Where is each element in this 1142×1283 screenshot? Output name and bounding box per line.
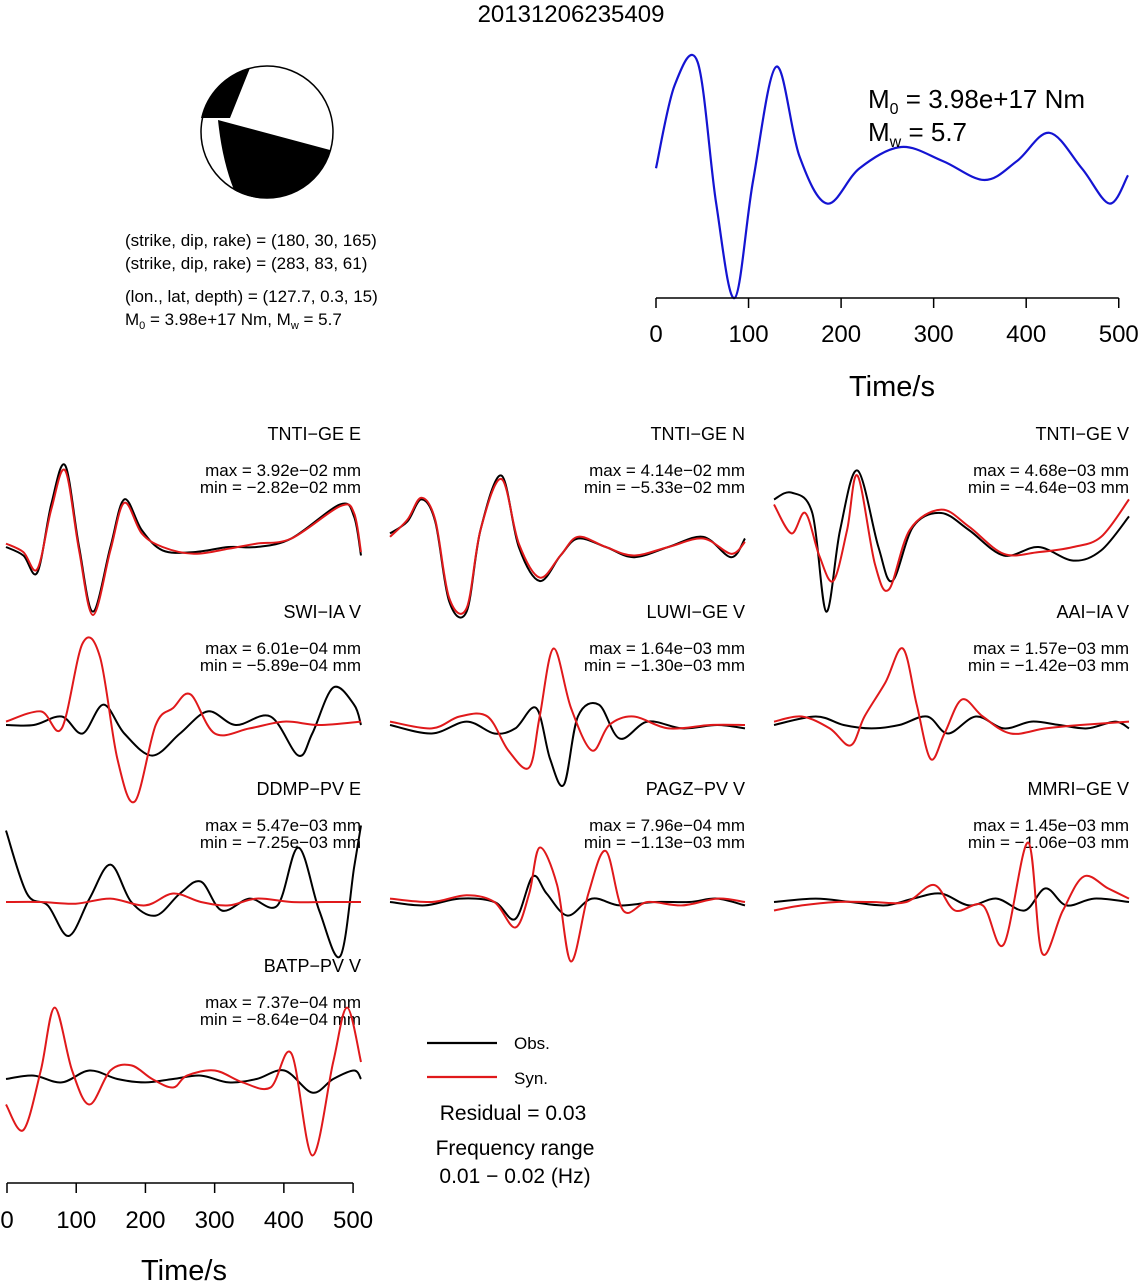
max-amplitude-label: max = 1.45e−03 mm	[973, 816, 1129, 835]
bottom-x-tick-label: 100	[56, 1207, 96, 1234]
stf-moment-label: M0 = 3.98e+17 Nm	[868, 84, 1085, 118]
synthetic-trace	[773, 474, 1130, 592]
event-location: (lon., lat, depth) = (127.7, 0.3, 15)	[125, 287, 378, 306]
synthetic-trace	[389, 478, 746, 615]
frequency-range-label: Frequency range	[436, 1137, 595, 1160]
min-amplitude-label: min = −7.25e−03 mm	[200, 833, 361, 852]
max-amplitude-label: max = 4.68e−03 mm	[973, 461, 1129, 480]
station-label: PAGZ−PV V	[646, 779, 745, 799]
min-amplitude-label: min = −1.06e−03 mm	[968, 833, 1129, 852]
min-amplitude-label: min = −8.64e−04 mm	[200, 1010, 361, 1029]
synthetic-trace	[773, 647, 1130, 761]
beachball-compression-region	[218, 120, 330, 199]
min-amplitude-label: min = −1.13e−03 mm	[584, 833, 745, 852]
station-label: TNTI−GE E	[267, 424, 361, 444]
stf-x-tick-label: 200	[821, 321, 861, 348]
figure-title: 20131206235409	[478, 1, 665, 28]
synthetic-trace	[5, 892, 361, 907]
station-label: MMRI−GE V	[1027, 779, 1129, 799]
observed-trace	[5, 825, 362, 959]
solution-text: (strike, dip, rake) = (180, 30, 165) (st…	[125, 231, 378, 332]
station-label: BATP−PV V	[264, 956, 361, 976]
max-amplitude-label: max = 1.57e−03 mm	[973, 639, 1129, 658]
synthetic-trace	[5, 468, 362, 617]
synthetic-trace	[389, 647, 746, 770]
max-amplitude-label: max = 5.47e−03 mm	[205, 816, 361, 835]
legend: Obs. Syn. Residual = 0.03 Frequency rang…	[427, 1034, 594, 1188]
max-amplitude-label: max = 3.92e−02 mm	[205, 461, 361, 480]
synthetic-trace	[5, 1006, 362, 1157]
observed-trace	[389, 874, 746, 921]
observed-trace	[5, 685, 362, 757]
synthetic-trace	[389, 846, 746, 963]
legend-obs-label: Obs.	[514, 1034, 550, 1053]
min-amplitude-label: min = −5.89e−04 mm	[200, 656, 361, 675]
stf-x-tick-label: 500	[1099, 321, 1139, 348]
residual-label: Residual = 0.03	[440, 1102, 587, 1125]
bottom-x-tick-label: 0	[0, 1207, 13, 1234]
legend-syn-label: Syn.	[514, 1069, 548, 1088]
synthetic-trace	[773, 841, 1130, 956]
observed-trace	[773, 715, 1130, 735]
stf-x-tick-label: 300	[914, 321, 954, 348]
stf-line	[654, 53, 1129, 300]
max-amplitude-label: max = 6.01e−04 mm	[205, 639, 361, 658]
stf-magnitude-label: Mw = 5.7	[868, 117, 967, 151]
min-amplitude-label: min = −1.42e−03 mm	[968, 656, 1129, 675]
moment-magnitude-summary: M0 = 3.98e+17 Nm, Mw = 5.7	[125, 310, 342, 332]
nodal-plane-2: (strike, dip, rake) = (283, 83, 61)	[125, 254, 367, 273]
focal-mechanism-beachball	[200, 65, 334, 199]
frequency-range-value: 0.01 − 0.02 (Hz)	[439, 1165, 590, 1188]
max-amplitude-label: max = 4.14e−02 mm	[589, 461, 745, 480]
station-label: TNTI−GE V	[1035, 424, 1129, 444]
bottom-x-axis-label: Time/s	[141, 1255, 227, 1283]
stf-x-tick-label: 100	[729, 321, 769, 348]
bottom-x-tick-label: 200	[125, 1207, 165, 1234]
max-amplitude-label: max = 7.37e−04 mm	[205, 993, 361, 1012]
observed-trace	[389, 702, 746, 787]
bottom-x-tick-label: 400	[264, 1207, 304, 1234]
max-amplitude-label: max = 1.64e−03 mm	[589, 639, 745, 658]
source-time-function-panel: M0 = 3.98e+17 Nm Mw = 5.7 0 100 200 300 400 5…	[649, 53, 1139, 403]
min-amplitude-label: min = −4.64e−03 mm	[968, 478, 1129, 497]
stf-x-axis: 0 100 200 300 400 500	[649, 297, 1139, 348]
synthetic-trace	[5, 636, 362, 804]
station-label: LUWI−GE V	[646, 602, 745, 622]
station-label: TNTI−GE N	[650, 424, 745, 444]
bottom-x-tick-label: 300	[195, 1207, 235, 1234]
stf-x-tick-label: 0	[649, 321, 662, 348]
min-amplitude-label: min = −5.33e−02 mm	[584, 478, 745, 497]
bottom-x-axis: 0 100 200 300 400 500	[0, 1182, 373, 1234]
stf-x-tick-label: 400	[1006, 321, 1046, 348]
station-label: DDMP−PV E	[256, 779, 361, 799]
max-amplitude-label: max = 7.96e−04 mm	[589, 816, 745, 835]
stf-x-axis-label: Time/s	[849, 371, 935, 403]
station-label: AAI−IA V	[1056, 602, 1129, 622]
observed-trace	[5, 1069, 362, 1094]
beachball-compression-quadrant	[201, 68, 250, 118]
min-amplitude-label: min = −1.30e−03 mm	[584, 656, 745, 675]
nodal-plane-1: (strike, dip, rake) = (180, 30, 165)	[125, 231, 377, 250]
bottom-x-tick-label: 500	[333, 1207, 373, 1234]
min-amplitude-label: min = −2.82e−02 mm	[200, 478, 361, 497]
station-label: SWI−IA V	[283, 602, 361, 622]
